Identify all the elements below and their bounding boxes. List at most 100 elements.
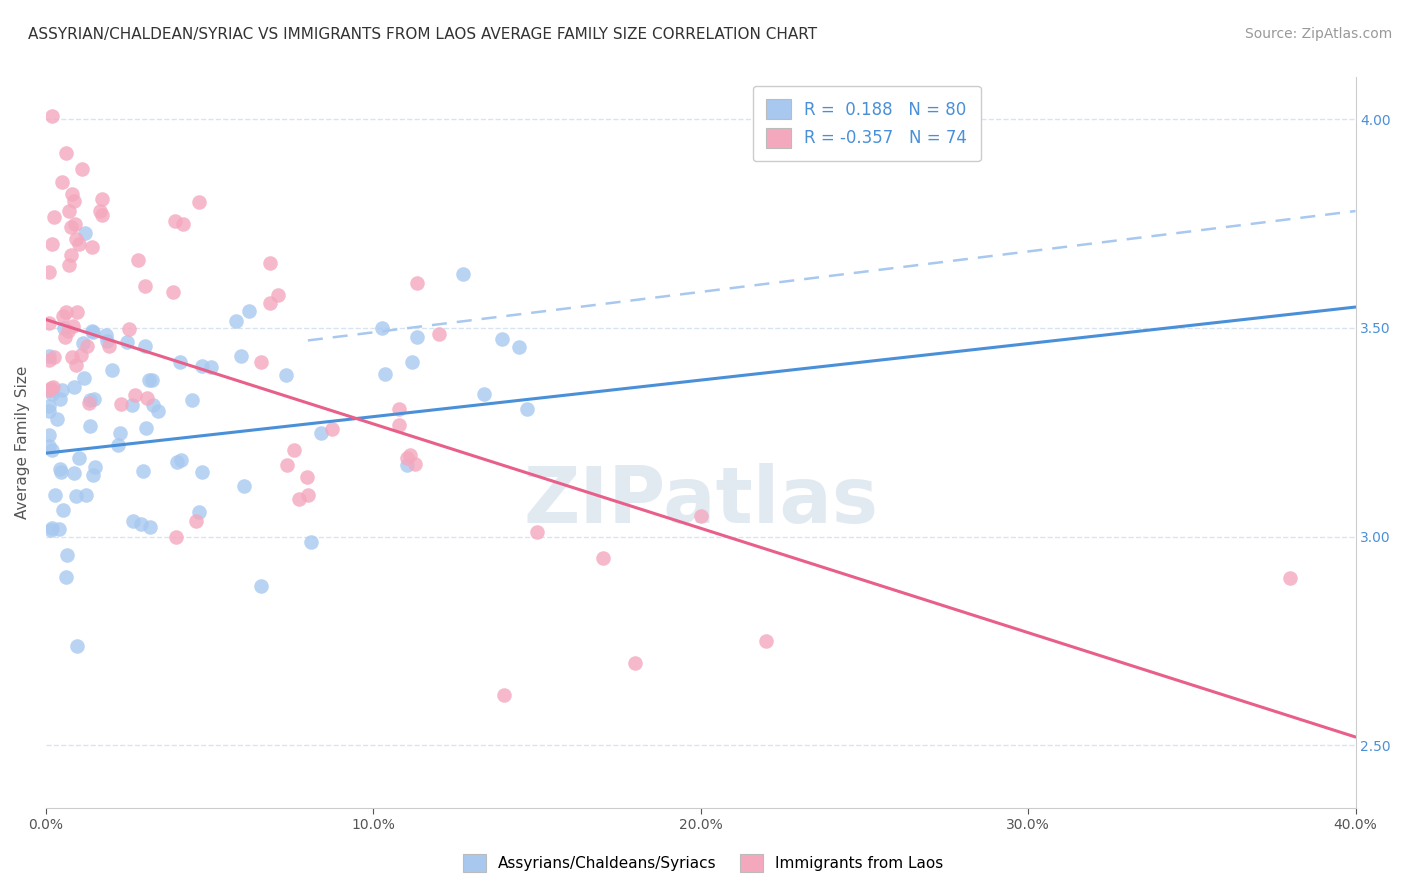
Point	[41, 109, 63, 123]
Point	[55, 330, 77, 344]
Point	[38, 400, 60, 414]
Point	[73, 371, 96, 385]
Point	[399, 448, 422, 462]
Point	[70, 348, 93, 362]
Point	[90, 209, 112, 223]
Point	[56, 324, 79, 338]
Point	[404, 458, 426, 472]
Point	[388, 418, 411, 433]
Point	[373, 367, 395, 381]
Point	[80, 240, 103, 254]
Point	[75, 226, 97, 240]
Point	[138, 373, 160, 387]
Point	[238, 303, 260, 318]
Point	[110, 397, 132, 411]
Point	[225, 314, 247, 328]
Point	[309, 425, 332, 440]
Point	[58, 258, 80, 272]
Point	[494, 688, 516, 702]
Text: ZIPatlas: ZIPatlas	[523, 463, 879, 539]
Point	[301, 534, 323, 549]
Point	[180, 392, 202, 407]
Point	[65, 489, 87, 503]
Point	[65, 231, 87, 245]
Point	[142, 398, 165, 412]
Point	[41, 443, 63, 458]
Point	[59, 248, 82, 262]
Point	[44, 488, 66, 502]
Point	[295, 469, 318, 483]
Point	[274, 368, 297, 383]
Point	[395, 451, 418, 466]
Point	[84, 459, 107, 474]
Point	[49, 466, 72, 480]
Point	[166, 455, 188, 469]
Point	[49, 461, 72, 475]
Point	[592, 550, 614, 565]
Point	[118, 322, 141, 336]
Point	[66, 304, 89, 318]
Point	[90, 192, 112, 206]
Point	[288, 492, 311, 507]
Point	[39, 381, 62, 395]
Point	[77, 396, 100, 410]
Point	[624, 656, 647, 670]
Point	[96, 327, 118, 342]
Point	[276, 458, 298, 472]
Point	[79, 393, 101, 408]
Point	[100, 363, 122, 377]
Point	[451, 268, 474, 282]
Point	[52, 309, 75, 323]
Point	[83, 392, 105, 406]
Point	[508, 340, 530, 354]
Point	[406, 276, 429, 290]
Point	[41, 387, 63, 401]
Point	[283, 442, 305, 457]
Point	[96, 334, 118, 349]
Point	[107, 438, 129, 452]
Point	[388, 401, 411, 416]
Point	[121, 515, 143, 529]
Point	[108, 426, 131, 441]
Point	[70, 162, 93, 177]
Point	[38, 439, 60, 453]
Point	[89, 204, 111, 219]
Point	[259, 255, 281, 269]
Point	[135, 391, 157, 405]
Point	[38, 265, 60, 279]
Point	[41, 521, 63, 535]
Point	[200, 360, 222, 375]
Point	[75, 487, 97, 501]
Point	[191, 465, 214, 479]
Y-axis label: Average Family Size: Average Family Size	[15, 366, 30, 519]
Point	[321, 422, 343, 436]
Point	[62, 318, 84, 333]
Point	[472, 387, 495, 401]
Point	[250, 355, 273, 369]
Point	[132, 463, 155, 477]
Point	[42, 350, 65, 364]
Point	[406, 330, 429, 344]
Point	[60, 187, 83, 202]
Point	[186, 514, 208, 528]
Point	[76, 339, 98, 353]
Point	[38, 428, 60, 442]
Point	[41, 236, 63, 251]
Point	[38, 352, 60, 367]
Point	[63, 380, 86, 394]
Point	[395, 458, 418, 472]
Point	[55, 305, 77, 319]
Point	[53, 320, 76, 334]
Point	[526, 524, 548, 539]
Point	[63, 467, 86, 481]
Point	[58, 204, 80, 219]
Point	[41, 380, 63, 394]
Point	[38, 349, 60, 363]
Point	[62, 350, 84, 364]
Point	[63, 194, 86, 208]
Point	[56, 548, 79, 562]
Point	[97, 339, 120, 353]
Point	[229, 349, 252, 363]
Point	[148, 404, 170, 418]
Point	[124, 387, 146, 401]
